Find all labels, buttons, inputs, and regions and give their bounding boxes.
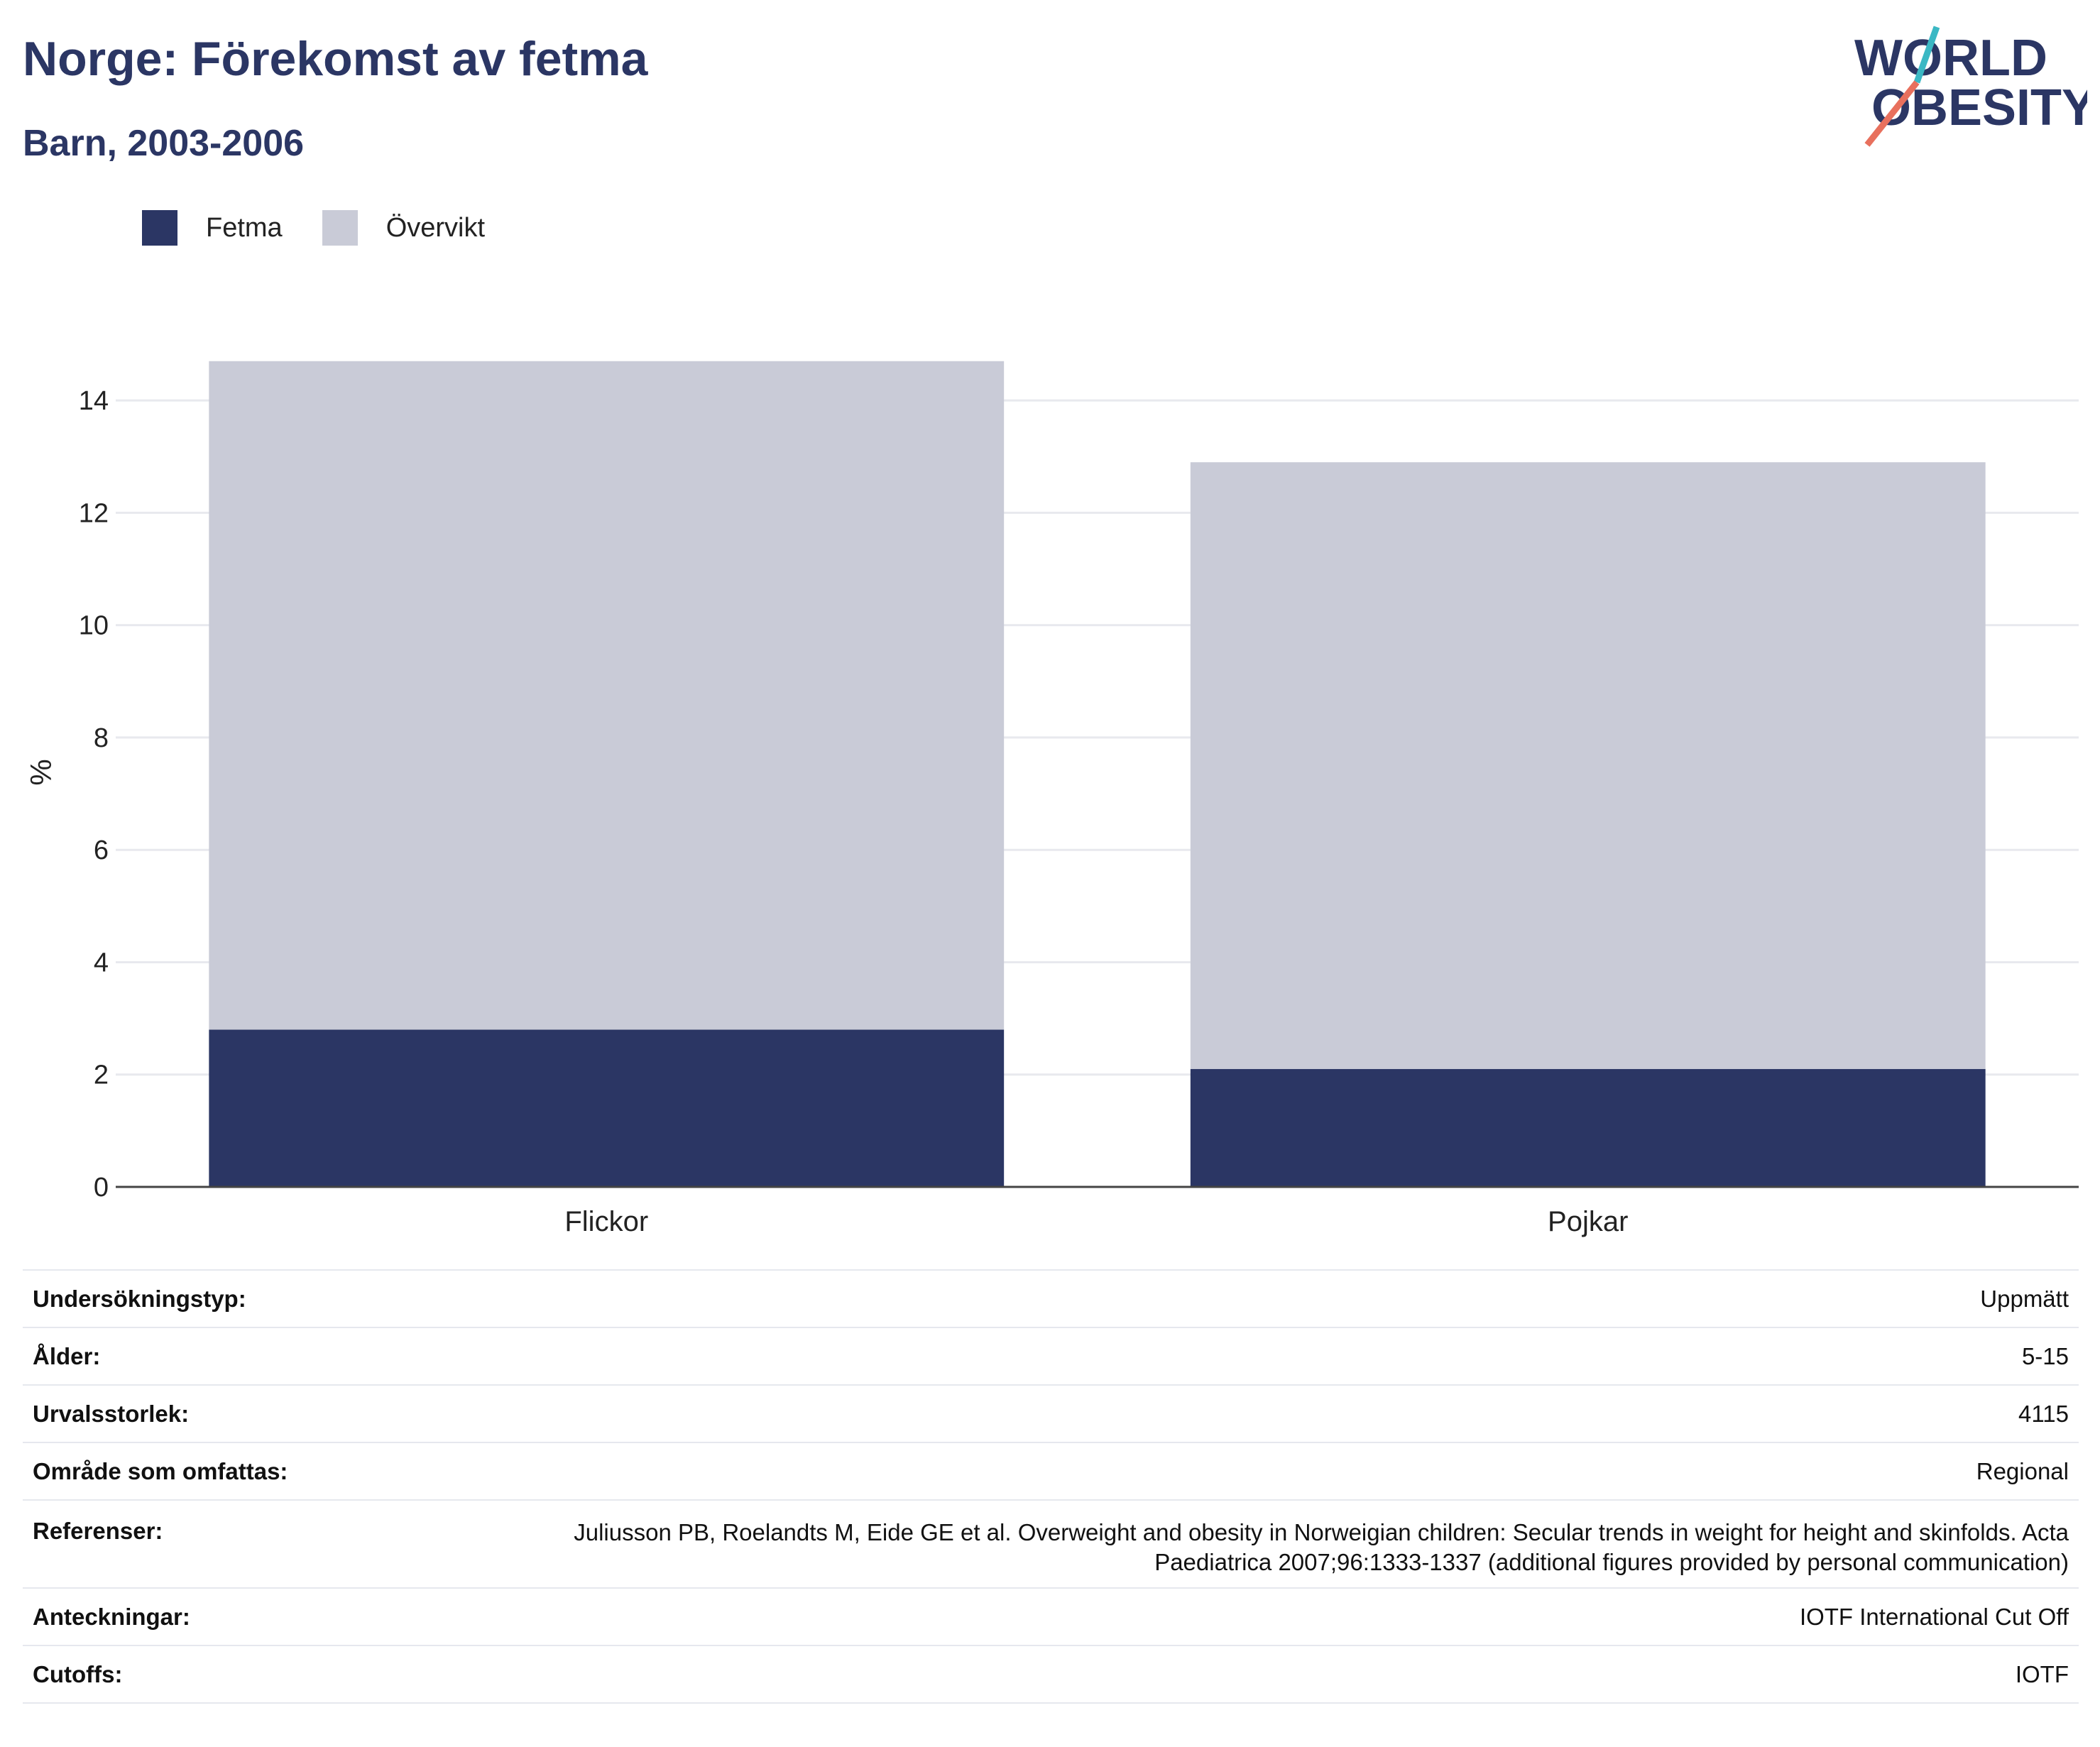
metadata-label: Urvalsstorlek:	[33, 1400, 190, 1427]
y-tick-label: 10	[79, 611, 109, 641]
chart-legend: Fetma Övervikt	[142, 210, 525, 246]
metadata-value: IOTF	[2015, 1660, 2069, 1687]
legend-label-overvikt: Övervikt	[385, 212, 486, 243]
bar-fetma-pojkar	[1190, 1068, 1986, 1187]
metadata-row: Anteckningar: IOTF International Cut Off	[23, 1589, 2079, 1646]
logo-text-obesity: OBESITY	[1871, 80, 2087, 136]
y-tick-label: 6	[94, 836, 109, 865]
logo-text-world: WORLD	[1854, 30, 2047, 87]
chart-subtitle: Barn, 2003-2006	[23, 123, 305, 164]
metadata-label: Ålder:	[33, 1342, 101, 1369]
metadata-value: Juliusson PB, Roelandts M, Eide GE et al…	[574, 1519, 2069, 1575]
metadata-label: Område som omfattas:	[33, 1457, 288, 1484]
y-tick-label: 14	[79, 386, 109, 416]
metadata-row: Undersökningstyp: Uppmätt	[23, 1271, 2079, 1328]
metadata-value: Regional	[1976, 1457, 2069, 1484]
x-tick-label: Pojkar	[1548, 1206, 1628, 1237]
y-tick-label: 8	[94, 723, 109, 753]
metadata-row: Referenser: Juliusson PB, Roelandts M, Ei…	[23, 1501, 2079, 1589]
metadata-row: Område som omfattas: Regional	[23, 1443, 2079, 1501]
logo-slash-teal	[1913, 26, 1940, 84]
chart-title: Norge: Förekomst av fetma	[23, 32, 648, 86]
legend-item-fetma[interactable]: Fetma	[142, 210, 283, 246]
y-tick-label: 0	[94, 1173, 109, 1203]
y-axis-label: %	[24, 759, 58, 785]
metadata-row: Cutoffs: IOTF	[23, 1646, 2079, 1704]
metadata-label: Cutoffs:	[33, 1660, 123, 1687]
metadata-value: IOTF International Cut Off	[1799, 1603, 2069, 1630]
bar-fetma-flickor	[209, 1029, 1005, 1187]
legend-label-fetma: Fetma	[206, 212, 283, 243]
bar-chart: 0 2 4 6 8 10 12 14 Flickor Pojkar%	[24, 361, 2079, 1237]
metadata-table: Undersökningstyp: Uppmätt Ålder: 5-15 Urvals…	[23, 1269, 2079, 1704]
metadata-label: Anteckningar:	[33, 1603, 190, 1630]
x-tick-label: Flickor	[564, 1206, 648, 1237]
metadata-row: Ålder: 5-15	[23, 1328, 2079, 1386]
metadata-row: Urvalsstorlek: 4115	[23, 1386, 2079, 1443]
y-tick-label: 12	[79, 498, 109, 528]
metadata-label: Referenser:	[33, 1518, 163, 1544]
metadata-value: Uppmätt	[1980, 1285, 2069, 1312]
y-tick-label: 2	[94, 1061, 109, 1090]
bar-overvikt-flickor	[209, 361, 1005, 1030]
metadata-label: Undersökningstyp:	[33, 1285, 246, 1312]
logo-slash-coral	[1864, 80, 1920, 147]
bar-overvikt-pojkar	[1190, 462, 1986, 1069]
world-obesity-logo: WORLD OBESITY	[1854, 26, 2087, 147]
metadata-value: 4115	[2018, 1400, 2069, 1427]
legend-swatch-overvikt	[322, 210, 358, 246]
y-tick-label: 4	[94, 948, 109, 977]
legend-swatch-fetma	[142, 210, 177, 246]
legend-item-overvikt[interactable]: Övervikt	[322, 210, 485, 246]
metadata-value: 5-15	[2021, 1342, 2069, 1369]
